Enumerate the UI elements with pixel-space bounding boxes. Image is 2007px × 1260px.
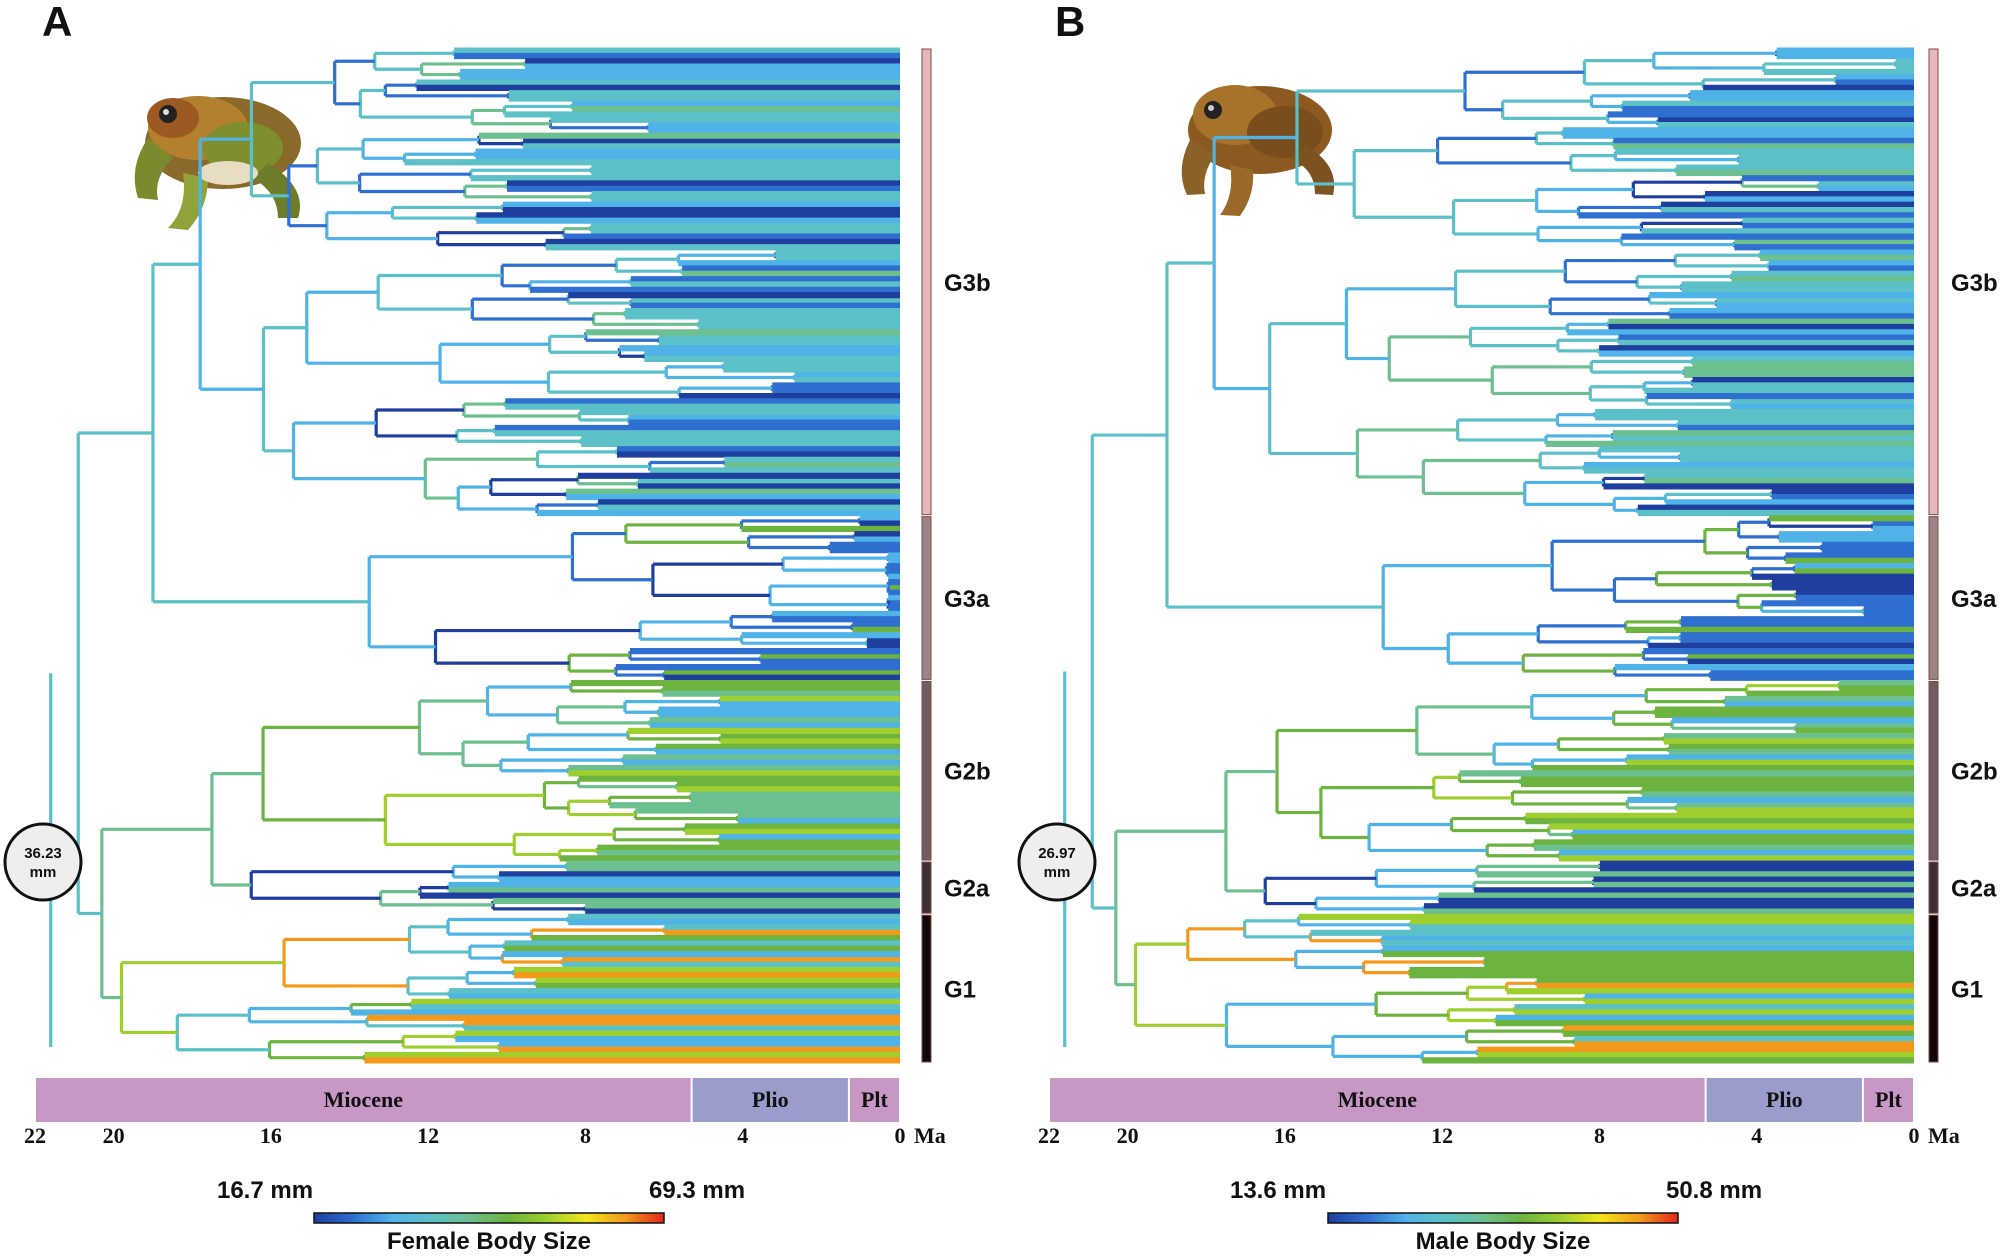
panel-a: A 36.23 mm G3b G3a G2b G2a G1 Miocene Plio Plt… (3, 0, 991, 1255)
era-label-plio: Plio (1766, 1087, 1803, 1112)
clade-bar-g2a (921, 861, 932, 914)
color-scale-legend: 16.7 mm 69.3 mm Female Body Size (217, 1177, 745, 1255)
clade-label-g3a: G3a (1951, 586, 1997, 613)
scale-gradient-bar (313, 1212, 665, 1224)
clade-label-g3b: G3b (1951, 270, 1998, 297)
panel-b: B 26.97 mm G3b G3a G2b G2a G1 Miocene Plio Plt… (1017, 0, 1998, 1255)
era-miocene (36, 1078, 691, 1122)
scale-min-label: 13.6 mm (1230, 1177, 1326, 1204)
clade-bar-g3a (1928, 516, 1939, 680)
era-label-plio: Plio (752, 1087, 789, 1112)
scale-gradient-bar (1327, 1212, 1679, 1224)
clade-bar-g3b (1928, 48, 1939, 516)
tick-label: 12 (1431, 1123, 1453, 1148)
tick-label: 16 (1274, 1123, 1296, 1148)
clade-bar-g3a (921, 516, 932, 680)
clade-bars: G3b G3a G2b G2a G1 (921, 48, 991, 1063)
root-node: 26.97 mm (1017, 822, 1097, 902)
phylogeny-tree (49, 47, 900, 1064)
root-unit: mm (30, 864, 57, 881)
era-plt (1863, 1078, 1913, 1122)
frog-photo-male (1181, 85, 1335, 216)
tick-label: 4 (1751, 1123, 1762, 1148)
tick-label: 8 (1594, 1123, 1605, 1148)
clade-label-g1: G1 (1951, 977, 1983, 1004)
clade-bar-g2b (1928, 680, 1939, 861)
era-plio (692, 1078, 848, 1122)
scale-max-label: 69.3 mm (649, 1177, 745, 1204)
era-miocene (1050, 1078, 1705, 1122)
clade-bars: G3b G3a G2b G2a G1 (1928, 48, 1998, 1063)
tick-label: 22 (1038, 1123, 1060, 1148)
tick-label: 4 (737, 1123, 748, 1148)
scale-min-label: 16.7 mm (217, 1177, 313, 1204)
clade-bar-g2b (921, 680, 932, 861)
tick-label: 16 (260, 1123, 282, 1148)
phylogeny-tree (1063, 47, 1914, 1064)
era-label-miocene: Miocene (324, 1087, 404, 1112)
tick-label: 22 (24, 1123, 46, 1148)
clade-label-g1: G1 (944, 977, 976, 1004)
color-scale-legend: 13.6 mm 50.8 mm Male Body Size (1230, 1177, 1762, 1255)
clade-label-g2b: G2b (1951, 759, 1998, 786)
era-bar: Miocene Plio Plt (36, 1078, 899, 1122)
scale-max-label: 50.8 mm (1666, 1177, 1762, 1204)
scale-title: Male Body Size (1416, 1228, 1591, 1255)
era-label-miocene: Miocene (1338, 1087, 1418, 1112)
clade-bar-g2a (1928, 861, 1939, 914)
tick-label: 20 (1117, 1123, 1139, 1148)
era-label-plt: Plt (1875, 1087, 1903, 1112)
scale-title: Female Body Size (387, 1228, 591, 1255)
clade-bar-g1 (1928, 914, 1939, 1063)
era-plio (1706, 1078, 1862, 1122)
panel-letter: B (1055, 0, 1085, 45)
axis-unit: Ma (1928, 1123, 1960, 1148)
panel-letter: A (42, 0, 72, 45)
clade-bar-g3b (921, 48, 932, 516)
clade-bar-g1 (921, 914, 932, 1063)
clade-label-g3b: G3b (944, 270, 991, 297)
tick-label: 20 (103, 1123, 125, 1148)
tick-label: 0 (1909, 1123, 1920, 1148)
era-bar: Miocene Plio Plt (1050, 1078, 1913, 1122)
time-axis: 22 20 16 12 8 4 0 Ma (24, 1123, 946, 1148)
clade-label-g2b: G2b (944, 759, 991, 786)
time-axis: 22 20 16 12 8 4 0 Ma (1038, 1123, 1960, 1148)
clade-label-g2a: G2a (1951, 876, 1997, 903)
root-node: 36.23 mm (3, 822, 83, 902)
axis-unit: Ma (914, 1123, 946, 1148)
clade-label-g3a: G3a (944, 586, 990, 613)
frog-photo-female (134, 96, 301, 230)
era-label-plt: Plt (861, 1087, 889, 1112)
era-plt (849, 1078, 899, 1122)
root-value: 36.23 (24, 845, 62, 862)
root-unit: mm (1044, 864, 1071, 881)
tick-label: 12 (417, 1123, 439, 1148)
root-value: 26.97 (1038, 845, 1076, 862)
tick-label: 0 (895, 1123, 906, 1148)
clade-label-g2a: G2a (944, 876, 990, 903)
tick-label: 8 (580, 1123, 591, 1148)
